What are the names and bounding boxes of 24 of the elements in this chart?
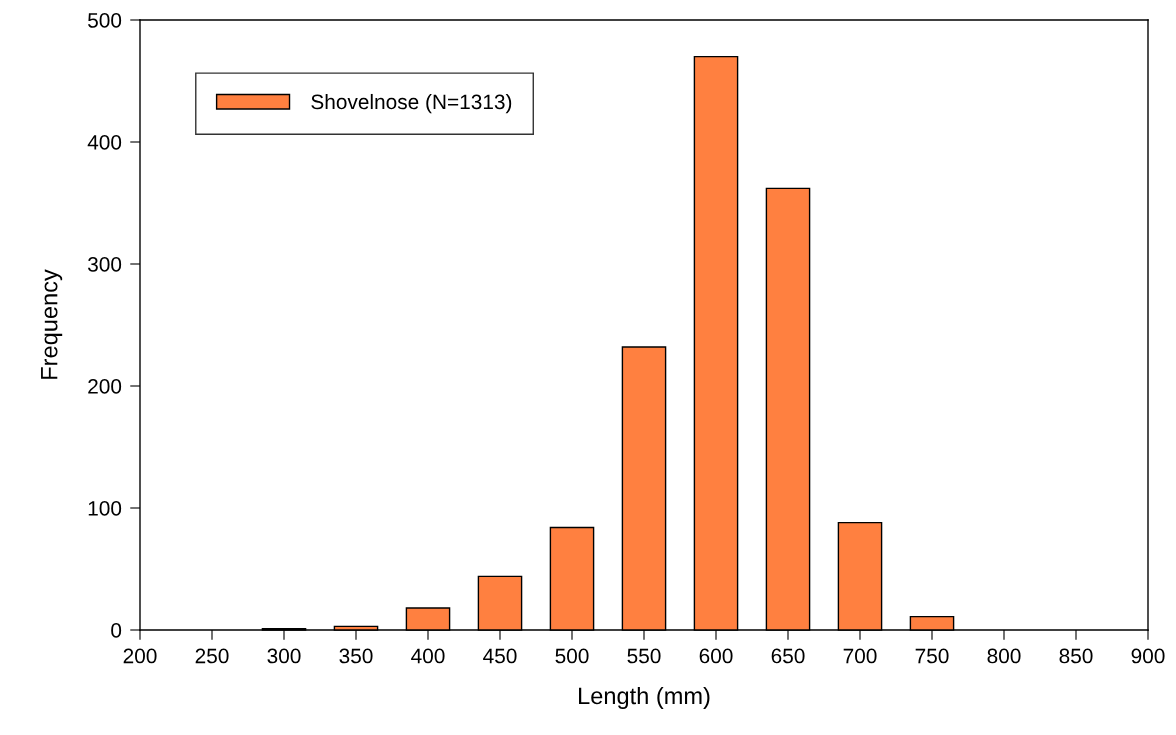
x-tick-label: 400 bbox=[411, 648, 445, 664]
x-tick-label: 500 bbox=[555, 648, 589, 664]
y-axis-title: Frequency bbox=[41, 269, 63, 379]
y-tick-label: 200 bbox=[88, 379, 122, 394]
y-tick-label: 0 bbox=[111, 623, 122, 638]
x-tick-label: 600 bbox=[699, 648, 733, 664]
x-tick-label: 250 bbox=[195, 648, 229, 664]
x-tick-label: 300 bbox=[267, 648, 301, 664]
x-tick-label: 650 bbox=[771, 648, 805, 664]
y-tick-label: 100 bbox=[88, 501, 122, 516]
x-tick-label: 800 bbox=[987, 648, 1021, 664]
x-tick-label: 750 bbox=[915, 648, 949, 664]
y-tick-label: 500 bbox=[88, 13, 122, 28]
x-tick-label: 850 bbox=[1059, 648, 1093, 664]
x-axis-title: Length (mm) bbox=[579, 686, 710, 709]
x-tick-label: 550 bbox=[627, 648, 661, 664]
y-tick-label: 400 bbox=[87, 135, 122, 150]
y-tick-label: 300 bbox=[87, 257, 122, 272]
x-tick-label: 200 bbox=[123, 648, 157, 664]
x-tick-label: 450 bbox=[483, 648, 517, 664]
legend-label: Shovelnose (N=1313) bbox=[311, 93, 512, 114]
x-tick-label: 700 bbox=[843, 648, 877, 664]
x-tick-label: 350 bbox=[339, 648, 373, 664]
x-tick-label: 900 bbox=[1131, 648, 1165, 664]
